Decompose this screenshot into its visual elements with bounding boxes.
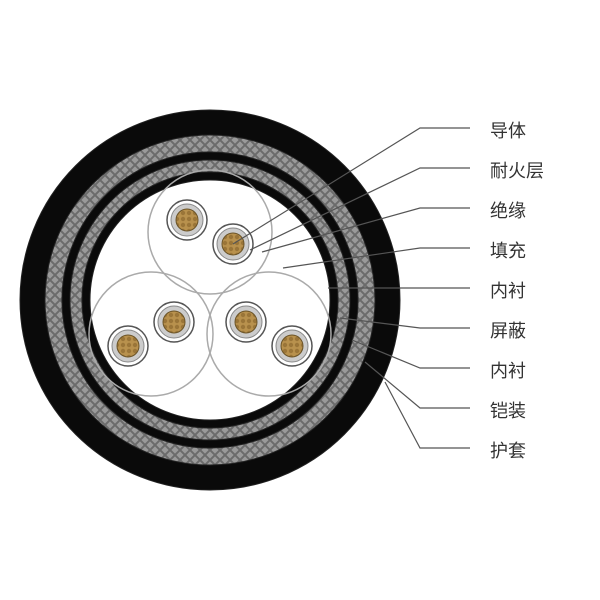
label-fire-layer: 耐火层 — [490, 157, 544, 183]
label-armor: 铠装 — [490, 397, 526, 423]
label-insulation: 绝缘 — [490, 197, 526, 223]
conductor-3 — [272, 326, 312, 366]
label-conductor: 导体 — [490, 117, 526, 143]
label-inner-liner-1: 内衬 — [490, 277, 526, 303]
label-sheath: 护套 — [490, 437, 526, 463]
conductor-4 — [108, 326, 148, 366]
label-inner-liner-2: 内衬 — [490, 357, 526, 383]
layer-filler — [90, 180, 330, 420]
label-shield: 屏蔽 — [490, 317, 526, 343]
callout-line-sheath — [385, 382, 470, 448]
label-filler: 填充 — [490, 237, 526, 263]
conductor-5 — [154, 302, 194, 342]
cable-layers — [20, 110, 400, 490]
conductor-2 — [226, 302, 266, 342]
conductor-0 — [167, 200, 207, 240]
